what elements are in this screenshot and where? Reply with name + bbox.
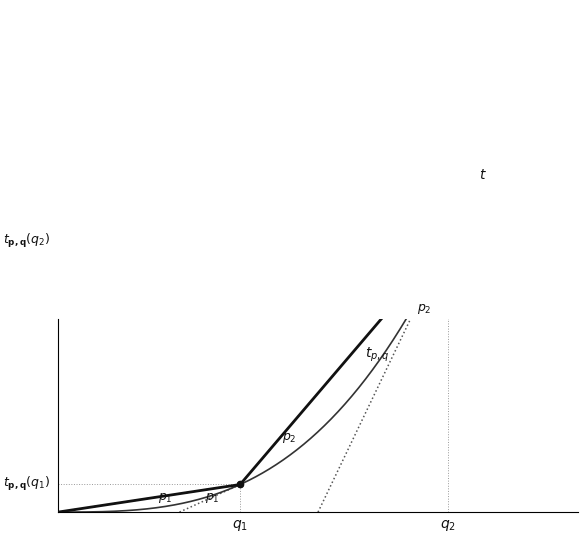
- Text: $t$: $t$: [479, 168, 487, 182]
- Text: $t_{\mathbf{p,q}}(q_1)$: $t_{\mathbf{p,q}}(q_1)$: [3, 475, 51, 493]
- Text: $t_{\mathbf{p,q}}(q_2)$: $t_{\mathbf{p,q}}(q_2)$: [3, 232, 51, 250]
- Text: $p_2$: $p_2$: [282, 431, 296, 446]
- Text: $p_2$: $p_2$: [417, 302, 431, 317]
- Text: $t_{p,q}$: $t_{p,q}$: [365, 345, 389, 363]
- Text: $q_1$: $q_1$: [232, 518, 248, 533]
- Text: $q_2$: $q_2$: [440, 518, 456, 533]
- Text: $p_1$: $p_1$: [205, 491, 219, 505]
- Text: $p_1$: $p_1$: [158, 491, 173, 505]
